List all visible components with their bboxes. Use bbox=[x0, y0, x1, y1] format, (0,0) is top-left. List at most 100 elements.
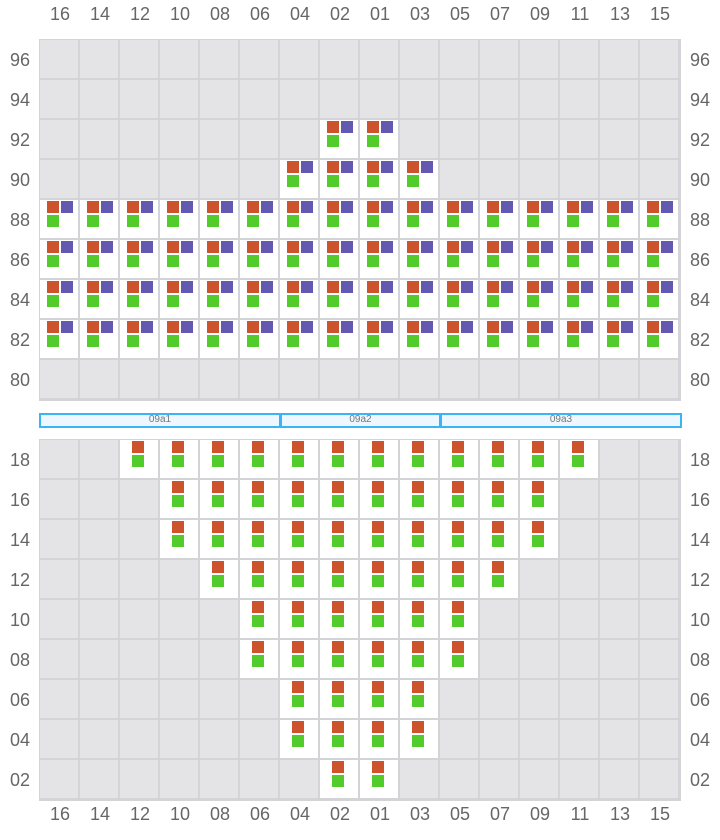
slot-empty[interactable] bbox=[600, 160, 638, 198]
slot-empty[interactable] bbox=[200, 600, 238, 638]
slot-occupied[interactable] bbox=[240, 480, 278, 518]
slot-empty[interactable] bbox=[640, 680, 678, 718]
slot-empty[interactable] bbox=[160, 640, 198, 678]
slot-occupied[interactable] bbox=[360, 600, 398, 638]
slot-empty[interactable] bbox=[160, 40, 198, 78]
slot-empty[interactable] bbox=[40, 360, 78, 398]
slot-occupied[interactable] bbox=[560, 280, 598, 318]
slot-occupied[interactable] bbox=[400, 640, 438, 678]
slot-occupied[interactable] bbox=[360, 160, 398, 198]
slot-empty[interactable] bbox=[520, 560, 558, 598]
slot-occupied[interactable] bbox=[480, 520, 518, 558]
slot-empty[interactable] bbox=[560, 560, 598, 598]
slot-occupied[interactable] bbox=[480, 320, 518, 358]
slot-occupied[interactable] bbox=[200, 440, 238, 478]
slot-empty[interactable] bbox=[560, 720, 598, 758]
slot-occupied[interactable] bbox=[400, 720, 438, 758]
slot-empty[interactable] bbox=[520, 720, 558, 758]
slot-occupied[interactable] bbox=[280, 480, 318, 518]
slot-occupied[interactable] bbox=[400, 280, 438, 318]
slot-empty[interactable] bbox=[600, 480, 638, 518]
slot-empty[interactable] bbox=[480, 80, 518, 118]
slot-empty[interactable] bbox=[640, 600, 678, 638]
slot-occupied[interactable] bbox=[480, 480, 518, 518]
band-09a1[interactable]: 09a1 bbox=[39, 413, 281, 428]
slot-empty[interactable] bbox=[480, 760, 518, 798]
slot-empty[interactable] bbox=[520, 760, 558, 798]
slot-empty[interactable] bbox=[240, 720, 278, 758]
slot-empty[interactable] bbox=[400, 40, 438, 78]
slot-empty[interactable] bbox=[80, 40, 118, 78]
slot-occupied[interactable] bbox=[360, 440, 398, 478]
slot-empty[interactable] bbox=[40, 480, 78, 518]
slot-empty[interactable] bbox=[520, 80, 558, 118]
slot-empty[interactable] bbox=[40, 440, 78, 478]
slot-empty[interactable] bbox=[440, 160, 478, 198]
slot-occupied[interactable] bbox=[240, 560, 278, 598]
slot-empty[interactable] bbox=[560, 40, 598, 78]
slot-occupied[interactable] bbox=[120, 240, 158, 278]
slot-occupied[interactable] bbox=[240, 280, 278, 318]
slot-occupied[interactable] bbox=[520, 440, 558, 478]
slot-occupied[interactable] bbox=[600, 280, 638, 318]
slot-occupied[interactable] bbox=[200, 560, 238, 598]
slot-empty[interactable] bbox=[560, 520, 598, 558]
slot-empty[interactable] bbox=[40, 600, 78, 638]
slot-occupied[interactable] bbox=[480, 280, 518, 318]
slot-occupied[interactable] bbox=[200, 320, 238, 358]
slot-occupied[interactable] bbox=[320, 160, 358, 198]
slot-occupied[interactable] bbox=[600, 320, 638, 358]
slot-occupied[interactable] bbox=[280, 680, 318, 718]
slot-occupied[interactable] bbox=[440, 280, 478, 318]
slot-empty[interactable] bbox=[280, 120, 318, 158]
slot-occupied[interactable] bbox=[440, 640, 478, 678]
slot-occupied[interactable] bbox=[400, 560, 438, 598]
slot-occupied[interactable] bbox=[360, 320, 398, 358]
slot-occupied[interactable] bbox=[360, 680, 398, 718]
slot-empty[interactable] bbox=[480, 360, 518, 398]
slot-empty[interactable] bbox=[40, 760, 78, 798]
slot-empty[interactable] bbox=[360, 360, 398, 398]
slot-occupied[interactable] bbox=[400, 160, 438, 198]
slot-occupied[interactable] bbox=[120, 320, 158, 358]
slot-occupied[interactable] bbox=[480, 200, 518, 238]
slot-empty[interactable] bbox=[480, 680, 518, 718]
slot-occupied[interactable] bbox=[320, 520, 358, 558]
slot-empty[interactable] bbox=[120, 160, 158, 198]
slot-empty[interactable] bbox=[240, 760, 278, 798]
slot-empty[interactable] bbox=[440, 760, 478, 798]
slot-empty[interactable] bbox=[640, 80, 678, 118]
slot-empty[interactable] bbox=[400, 360, 438, 398]
slot-empty[interactable] bbox=[640, 360, 678, 398]
slot-empty[interactable] bbox=[600, 520, 638, 558]
slot-empty[interactable] bbox=[640, 760, 678, 798]
slot-empty[interactable] bbox=[600, 40, 638, 78]
slot-empty[interactable] bbox=[400, 80, 438, 118]
slot-occupied[interactable] bbox=[160, 480, 198, 518]
slot-empty[interactable] bbox=[80, 640, 118, 678]
slot-empty[interactable] bbox=[480, 640, 518, 678]
slot-empty[interactable] bbox=[480, 600, 518, 638]
slot-occupied[interactable] bbox=[280, 720, 318, 758]
slot-empty[interactable] bbox=[560, 80, 598, 118]
slot-empty[interactable] bbox=[200, 120, 238, 158]
slot-occupied[interactable] bbox=[640, 240, 678, 278]
slot-occupied[interactable] bbox=[400, 440, 438, 478]
slot-empty[interactable] bbox=[640, 40, 678, 78]
slot-empty[interactable] bbox=[440, 80, 478, 118]
slot-occupied[interactable] bbox=[440, 240, 478, 278]
slot-empty[interactable] bbox=[360, 80, 398, 118]
slot-empty[interactable] bbox=[120, 640, 158, 678]
slot-empty[interactable] bbox=[600, 760, 638, 798]
slot-occupied[interactable] bbox=[240, 600, 278, 638]
slot-occupied[interactable] bbox=[280, 280, 318, 318]
slot-occupied[interactable] bbox=[520, 240, 558, 278]
slot-empty[interactable] bbox=[600, 120, 638, 158]
slot-occupied[interactable] bbox=[200, 280, 238, 318]
slot-empty[interactable] bbox=[400, 120, 438, 158]
slot-empty[interactable] bbox=[200, 680, 238, 718]
slot-occupied[interactable] bbox=[360, 280, 398, 318]
slot-empty[interactable] bbox=[120, 360, 158, 398]
slot-occupied[interactable] bbox=[520, 320, 558, 358]
slot-empty[interactable] bbox=[160, 160, 198, 198]
